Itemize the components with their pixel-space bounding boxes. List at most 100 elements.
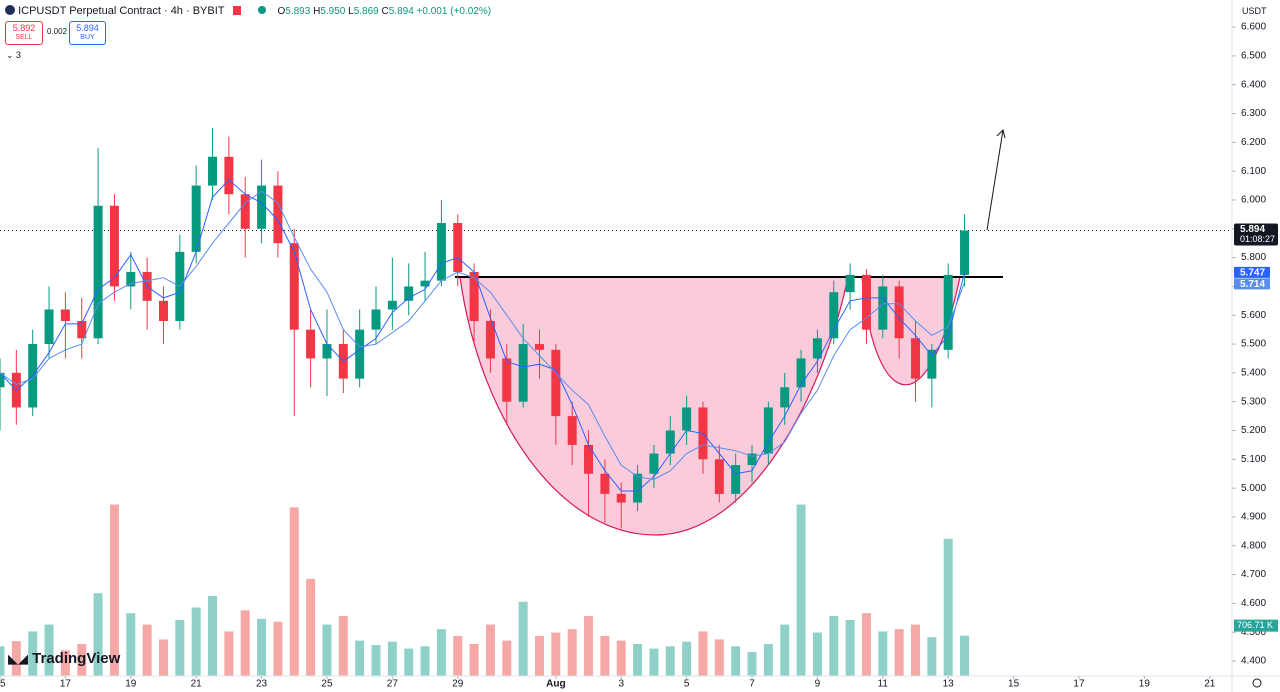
volume-bar	[158, 639, 168, 676]
candle-body	[420, 280, 430, 287]
y-tick-label: 6.300	[1241, 108, 1266, 119]
x-tick-label: 27	[387, 679, 399, 690]
candle-body	[502, 358, 512, 402]
candle-body	[44, 309, 54, 345]
candle-body	[600, 473, 610, 494]
candle-body	[257, 185, 267, 229]
x-tick-label: 25	[321, 679, 333, 690]
ohlc-values: O5.893 H5.950 L5.869 C5.894 +0.001 (+0.0…	[277, 6, 491, 17]
x-tick-label: 17	[1073, 679, 1085, 690]
x-tick-label: 7	[749, 679, 755, 690]
candle-body	[633, 473, 643, 503]
candle-body	[273, 185, 283, 244]
volume-bar	[861, 613, 871, 676]
settings-icon[interactable]	[1252, 678, 1262, 688]
candle-body	[616, 493, 626, 503]
x-tick-label: 5	[684, 679, 690, 690]
candle-body	[682, 407, 692, 431]
y-tick-label: 6.000	[1241, 195, 1266, 206]
candle-body	[453, 223, 463, 273]
x-tick-label: 11	[878, 679, 889, 690]
exchange-flag	[233, 6, 242, 15]
candle-body	[240, 194, 250, 229]
candle-body	[387, 300, 397, 310]
candle-body	[551, 349, 561, 417]
x-tick-label: 19	[125, 679, 137, 690]
currency-label[interactable]: USDT	[1242, 6, 1267, 16]
y-tick-label: 5.100	[1241, 454, 1266, 465]
candle-body	[0, 372, 5, 388]
volume-tag	[1234, 619, 1278, 632]
y-tick-label: 4.800	[1241, 540, 1266, 551]
volume-bar	[208, 596, 218, 676]
volume-bar	[682, 641, 692, 676]
candle-body	[534, 344, 544, 350]
candle-body	[845, 274, 855, 293]
volume-bar	[371, 645, 381, 676]
volume-bar	[796, 504, 806, 676]
x-tick-label: 17	[60, 679, 72, 690]
sell-button[interactable]: 5.892 SELL	[5, 21, 43, 45]
volume-bar	[44, 624, 54, 676]
y-tick-label: 4.700	[1241, 569, 1266, 580]
ohlc-value: 5.894	[388, 6, 414, 17]
candle-body	[911, 338, 920, 379]
volume-bar	[502, 640, 512, 676]
y-tick-label: 4.500	[1241, 627, 1266, 638]
volume-bar	[224, 631, 234, 676]
candle-body	[93, 205, 103, 339]
y-tick-label: 6.500	[1241, 51, 1266, 62]
volume-bar	[960, 635, 970, 676]
ohlc-value: 5.893	[285, 6, 311, 17]
candle-body	[861, 274, 871, 330]
volume-bar	[763, 644, 773, 676]
y-tick-label: 6.600	[1241, 22, 1266, 33]
ma-tag-label: 5.747	[1240, 268, 1265, 279]
candle-body	[780, 387, 790, 408]
x-tick-label: 13	[943, 679, 955, 690]
volume-bar	[436, 629, 446, 676]
volume-bar	[812, 632, 822, 676]
candle-body	[665, 430, 675, 454]
symbol-logo	[5, 5, 15, 15]
y-tick-label: 4.400	[1241, 656, 1266, 667]
volume-bar	[894, 629, 904, 676]
volume-bar	[257, 618, 267, 676]
market-status	[258, 6, 267, 14]
volume-bar	[273, 621, 283, 676]
candle-body	[747, 453, 757, 466]
candle-body	[927, 349, 937, 379]
y-tick-label: 4.900	[1241, 512, 1266, 523]
brand-logo[interactable]: ◣◢ TradingView	[8, 650, 120, 667]
volume-bar	[240, 610, 250, 676]
ma-tag-label: 5.714	[1240, 279, 1265, 290]
volume-bar	[714, 639, 724, 676]
volume-bar	[633, 644, 643, 676]
candle-body	[289, 243, 299, 330]
volume-bar	[567, 629, 577, 676]
symbol-header: ICPUSDT Perpetual Contract · 4h · BYBIT …	[5, 5, 491, 17]
candle-body	[567, 416, 577, 445]
last-price-tag	[1234, 223, 1278, 246]
x-tick-label: 23	[256, 679, 268, 690]
buy-button[interactable]: 5.894 BUY	[69, 21, 106, 45]
volume-bar	[109, 504, 119, 676]
candle-body	[829, 292, 839, 339]
volume-bar	[534, 636, 544, 676]
indicators-toggle[interactable]: ⌄ 3	[6, 50, 22, 60]
volume-bar	[600, 636, 610, 676]
volume-bar	[731, 646, 741, 676]
volume-bar	[126, 613, 136, 676]
symbol-title[interactable]: ICPUSDT Perpetual Contract · 4h · BYBIT	[18, 5, 225, 17]
ohlc-label: C	[381, 6, 389, 17]
ohlc-value: 5.869	[353, 6, 379, 17]
volume-bar	[845, 620, 855, 676]
candle-body	[469, 272, 479, 321]
ohlc-value: 5.950	[320, 6, 346, 17]
candle-body	[404, 286, 414, 301]
volume-bar	[93, 593, 103, 676]
brand-name: TradingView	[32, 650, 121, 667]
candle-body	[191, 185, 201, 252]
